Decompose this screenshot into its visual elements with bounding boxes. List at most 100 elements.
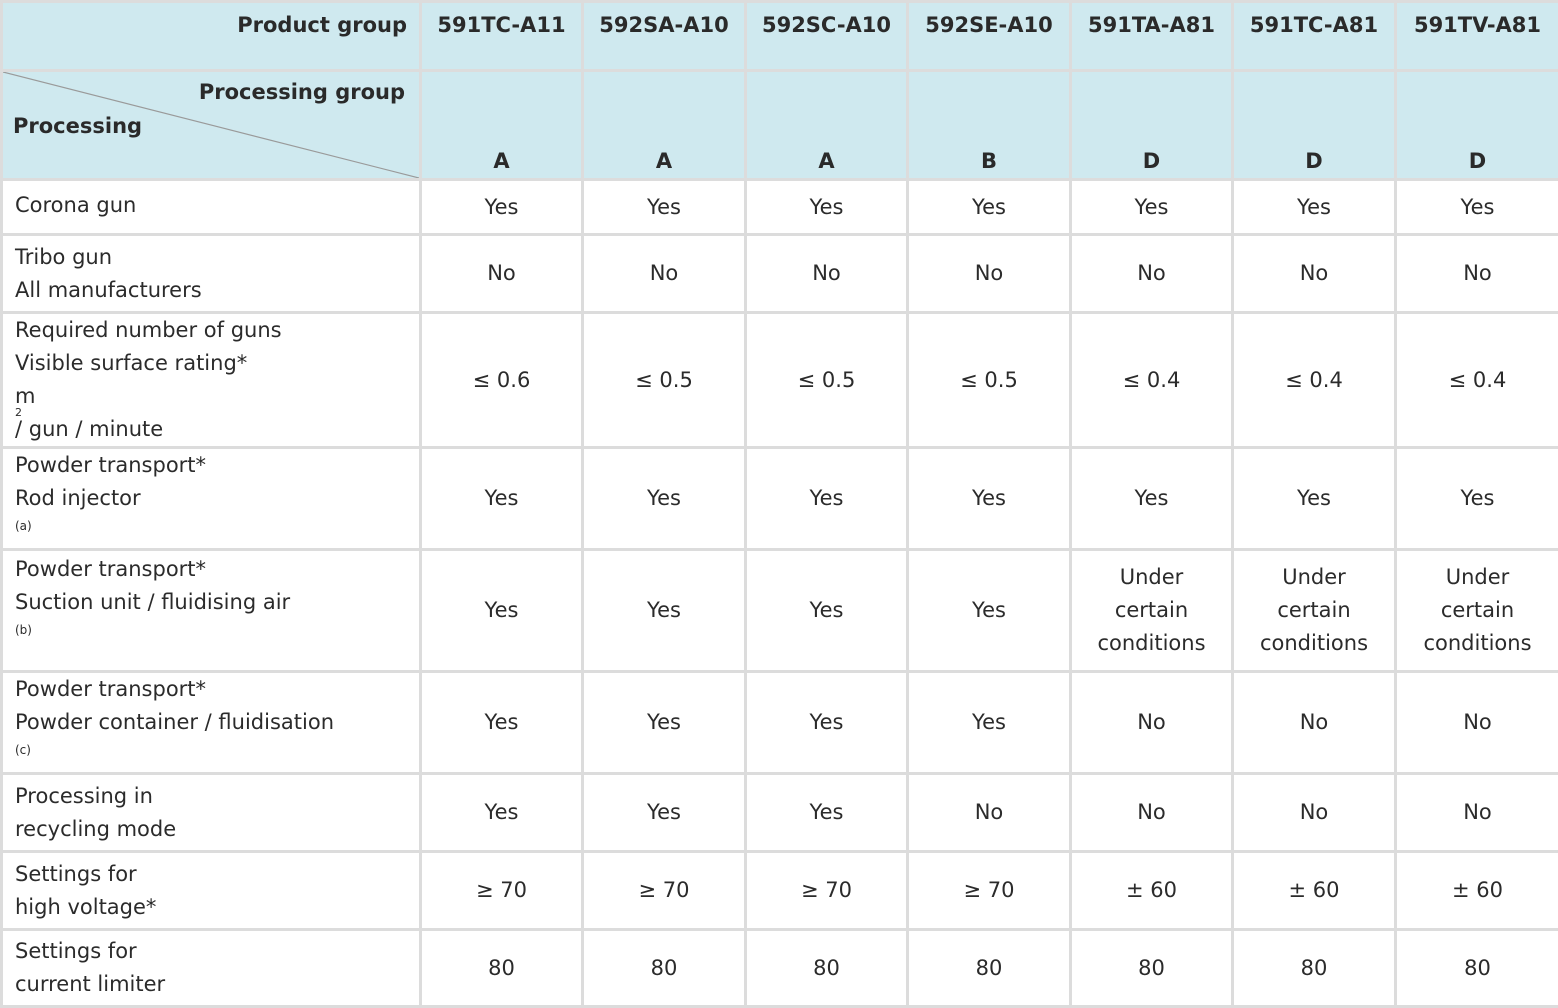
table-row: Settings for high voltage* ≥ 70 ≥ 70 ≥ 7… <box>2 852 1558 930</box>
value-cell: 80 <box>908 930 1071 1007</box>
value-cell: No <box>1396 672 1558 774</box>
value-cell: Yes <box>583 448 746 550</box>
product-header: 591TC-A11 <box>421 2 583 71</box>
value-cell: No <box>1233 235 1396 313</box>
row-label: Required number of guns Visible surface … <box>2 313 421 448</box>
processing-label: Processing <box>13 110 142 143</box>
processing-group-cell: A <box>583 71 746 180</box>
product-header: 592SA-A10 <box>583 2 746 71</box>
value-cell: 80 <box>1071 930 1233 1007</box>
value-cell: No <box>908 235 1071 313</box>
value-cell: ≤ 0.5 <box>908 313 1071 448</box>
value-cell: Yes <box>583 550 746 672</box>
processing-group-cell: B <box>908 71 1071 180</box>
value-cell: Yes <box>908 550 1071 672</box>
row-label-text: Powder container / fluidisation <box>15 706 419 739</box>
row-label-line: Tribo gun <box>15 241 419 274</box>
row-label: Powder transport* Rod injector(a) <box>2 448 421 550</box>
value-cell: ± 60 <box>1071 852 1233 930</box>
processing-group-cell: D <box>1071 71 1233 180</box>
processing-group-cell: D <box>1396 71 1558 180</box>
value-cell: ± 60 <box>1396 852 1558 930</box>
table-row: Powder transport* Powder container / flu… <box>2 672 1558 774</box>
value-cell: 80 <box>1396 930 1558 1007</box>
footnote-marker: (c) <box>15 743 31 757</box>
value-cell: ≤ 0.4 <box>1071 313 1233 448</box>
value-cell: No <box>1396 774 1558 852</box>
value-cell: Yes <box>583 672 746 774</box>
row-label-line: Powder container / fluidisation (c) <box>15 706 419 772</box>
value-cell: Yes <box>746 180 908 235</box>
processing-group-cell: A <box>421 71 583 180</box>
value-cell: No <box>1071 672 1233 774</box>
product-header: 592SE-A10 <box>908 2 1071 71</box>
value-cell: Yes <box>746 672 908 774</box>
value-cell: No <box>421 235 583 313</box>
unit-rest: / gun / minute <box>15 413 419 446</box>
row-label-line: Settings for <box>15 858 419 891</box>
row-label-line: Visible surface rating* <box>15 347 419 380</box>
product-header: 591TA-A81 <box>1071 2 1233 71</box>
value-cell: Yes <box>746 774 908 852</box>
unit-m: m <box>15 380 419 413</box>
row-label-line: Corona gun <box>15 189 419 222</box>
processing-group-cell: A <box>746 71 908 180</box>
value-cell: ≥ 70 <box>421 852 583 930</box>
value-cell: 80 <box>583 930 746 1007</box>
value-cell: Yes <box>908 448 1071 550</box>
value-cell: ≤ 0.4 <box>1396 313 1558 448</box>
value-cell: Under certain conditions <box>1233 550 1396 672</box>
product-group-row: Product group 591TC-A11 592SA-A10 592SC-… <box>2 2 1558 71</box>
value-cell: ≤ 0.5 <box>746 313 908 448</box>
row-label-line: Powder transport* <box>15 553 419 586</box>
value-cell: Yes <box>908 180 1071 235</box>
footnote-marker: (a) <box>15 519 32 533</box>
value-cell: Yes <box>908 672 1071 774</box>
corner-header: Processing group Processing <box>2 71 421 180</box>
value-cell: 80 <box>1233 930 1396 1007</box>
value-cell: Yes <box>421 550 583 672</box>
footnote-marker: (b) <box>15 623 32 637</box>
value-cell: ≤ 0.6 <box>421 313 583 448</box>
value-cell: ≤ 0.4 <box>1233 313 1396 448</box>
row-label: Settings for high voltage* <box>2 852 421 930</box>
table-row: Powder transport* Suction unit / fluidis… <box>2 550 1558 672</box>
value-cell: Yes <box>421 672 583 774</box>
row-label: Corona gun <box>2 180 421 235</box>
value-cell: Yes <box>1233 180 1396 235</box>
row-label-line: Powder transport* <box>15 673 419 706</box>
row-label-line: All manufacturers <box>15 274 419 307</box>
value-cell: Yes <box>1396 180 1558 235</box>
table-row: Tribo gun All manufacturers No No No No … <box>2 235 1558 313</box>
product-header: 591TV-A81 <box>1396 2 1558 71</box>
processing-group-label: Processing group <box>199 76 405 109</box>
row-label: Powder transport* Powder container / flu… <box>2 672 421 774</box>
row-label-line: Settings for <box>15 935 419 968</box>
value-cell: No <box>1233 774 1396 852</box>
row-label-line: Required number of guns <box>15 314 419 347</box>
row-label-line: Processing in <box>15 780 419 813</box>
value-cell: Yes <box>583 180 746 235</box>
value-cell: Yes <box>746 550 908 672</box>
row-label-line: Rod injector (a) <box>15 482 419 548</box>
row-label-line: recycling mode <box>15 813 419 846</box>
row-label-line: high voltage* <box>15 891 419 924</box>
table-row: Processing in recycling mode Yes Yes Yes… <box>2 774 1558 852</box>
row-label-text: Rod injector <box>15 482 419 515</box>
value-cell: Yes <box>421 448 583 550</box>
value-cell: Yes <box>746 448 908 550</box>
row-label-text: Suction unit / fluidising air <box>15 586 419 619</box>
value-cell: Yes <box>583 774 746 852</box>
table-row: Powder transport* Rod injector(a) Yes Ye… <box>2 448 1558 550</box>
value-cell: No <box>1071 774 1233 852</box>
value-cell: Yes <box>1071 448 1233 550</box>
value-cell: No <box>746 235 908 313</box>
value-cell: ± 60 <box>1233 852 1396 930</box>
value-cell: ≤ 0.5 <box>583 313 746 448</box>
value-cell: No <box>1071 235 1233 313</box>
value-cell: 80 <box>421 930 583 1007</box>
value-cell: Yes <box>1071 180 1233 235</box>
processing-group-row: Processing group Processing A A A B D D … <box>2 71 1558 180</box>
